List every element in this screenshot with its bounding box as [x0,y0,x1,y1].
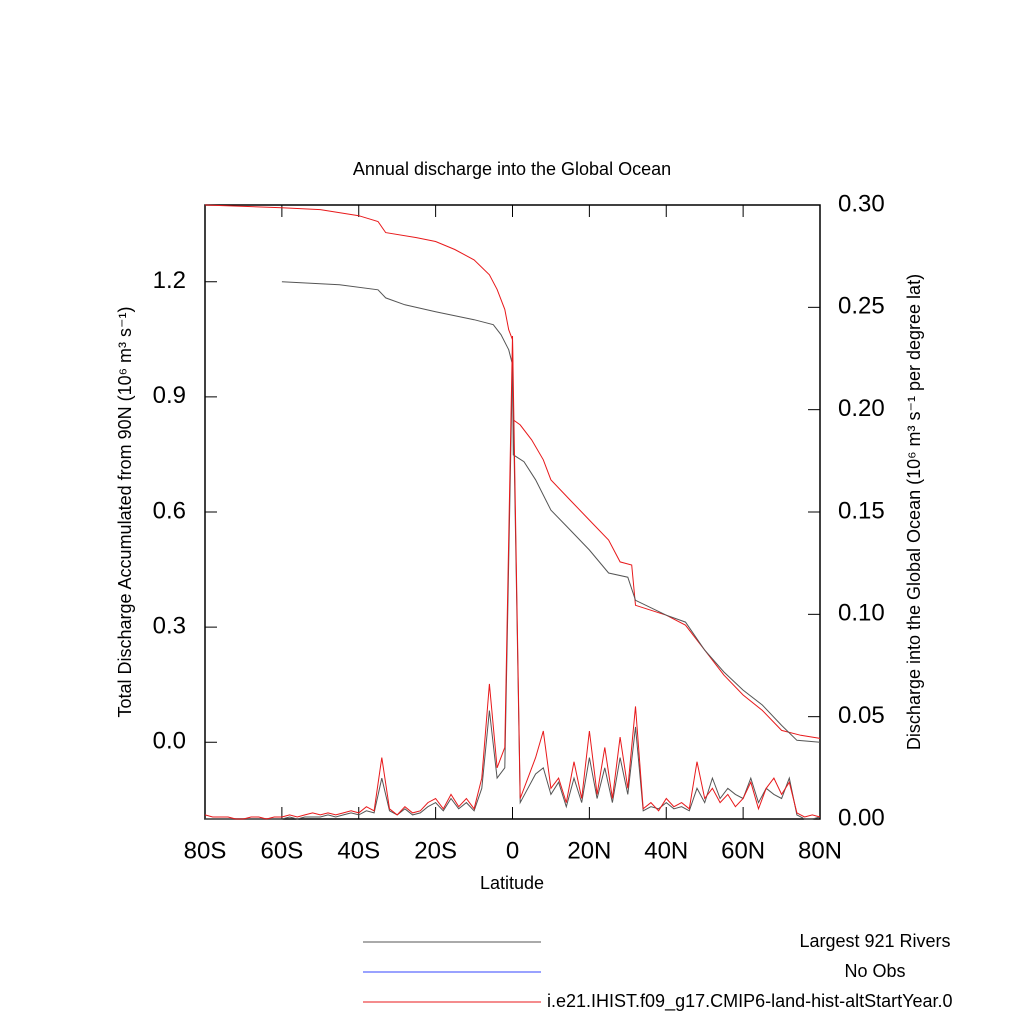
y-tick-label: 0.6 [153,497,186,524]
y2-tick-label: 0.20 [838,395,885,422]
y2-tick-label: 0.30 [838,190,885,217]
plot-frame [204,204,821,820]
data-line [281,281,821,743]
x-tick-label: 80N [798,837,842,864]
data-line [204,204,821,739]
x-tick-label: 20N [567,837,611,864]
data-line [204,335,821,820]
chart-title: Annual discharge into the Global Ocean [353,159,671,179]
x-tick-label: 80S [184,837,227,864]
x-tick-label: 60S [261,837,304,864]
y2-tick-label: 0.15 [838,497,885,524]
legend-label: i.e21.IHIST.f09_g17.CMIP6-land-hist-altS… [547,991,953,1012]
legend-label: Largest 921 Rivers [799,931,950,951]
x-tick-label: 40N [644,837,688,864]
y2-tick-label: 0.25 [838,293,885,320]
y2-tick-label: 0.05 [838,702,885,729]
x-tick-label: 0 [506,837,519,864]
y2-tick-label: 0.00 [838,804,885,831]
legend-label: No Obs [844,961,905,981]
x-tick-label: 20S [414,837,457,864]
x-axis-label: Latitude [480,873,544,893]
y-tick-label: 0.9 [153,382,186,409]
y2-tick-label: 0.10 [838,600,885,627]
x-tick-label: 40S [337,837,380,864]
data-line [205,360,821,820]
y-tick-label: 0.0 [153,728,186,755]
y-tick-label: 1.2 [153,267,186,294]
y-tick-label: 0.3 [153,612,186,639]
y2-axis-label: Discharge into the Global Ocean (10⁶ m³ … [904,274,924,750]
x-tick-label: 60N [721,837,765,864]
y-axis-label: Total Discharge Accumulated from 90N (10… [115,306,135,717]
